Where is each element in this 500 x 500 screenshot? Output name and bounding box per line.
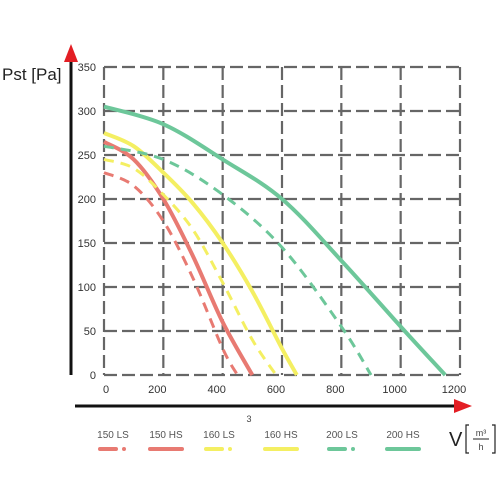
y-tick-label-200: 200 — [78, 194, 96, 206]
y-tick-label-150: 150 — [78, 238, 96, 250]
y-axis-title: Pst [Pa] — [2, 65, 62, 84]
legend-label-200-hs: 200 HS — [386, 430, 420, 441]
legend-label-150-ls: 150 LS — [97, 430, 129, 441]
y-tick-label-50: 50 — [84, 326, 96, 338]
x-axis-title-bracket-left — [465, 424, 469, 454]
series-lines — [102, 104, 447, 377]
x-tick-label-600: 600 — [267, 384, 285, 396]
stray-label: 3 — [246, 414, 251, 424]
x-tick-labels: 0 200 400 600 800 1000 1200 — [103, 384, 466, 396]
x-axis-title-bracket-right — [492, 424, 496, 454]
y-tick-label-350: 350 — [78, 62, 96, 74]
legend-label-160-hs: 160 HS — [264, 430, 298, 441]
x-tick-label-1200: 1200 — [442, 384, 466, 396]
x-axis-title-unit-numerator: m³ — [476, 428, 487, 438]
series-line-160-ls — [103, 157, 278, 376]
legend-swatch-dot-150-ls — [122, 447, 126, 451]
x-tick-label-800: 800 — [326, 384, 344, 396]
series-line-150-hs — [102, 140, 255, 376]
y-tick-labels: 0 50 100 150 200 250 300 350 — [78, 62, 96, 382]
legend: 150 LS 150 HS 160 LS 160 HS 200 LS 200 HS — [97, 430, 421, 451]
grid — [102, 65, 462, 377]
series-line-200-hs — [103, 104, 447, 377]
legend-label-200-ls: 200 LS — [326, 430, 358, 441]
legend-label-150-hs: 150 HS — [149, 430, 183, 441]
y-axis-arrow — [64, 44, 78, 62]
x-axis-title: V m³ h — [449, 424, 496, 454]
series-line-160-hs — [103, 131, 299, 376]
y-tick-label-0: 0 — [90, 370, 96, 382]
y-tick-label-300: 300 — [78, 106, 96, 118]
x-axis-arrow — [454, 399, 472, 413]
y-tick-label-100: 100 — [78, 282, 96, 294]
x-tick-label-400: 400 — [207, 384, 225, 396]
series-line-200-ls — [103, 144, 373, 376]
y-tick-label-250: 250 — [78, 150, 96, 162]
series-line-150-ls — [103, 171, 239, 376]
legend-swatch-dot-200-ls — [351, 447, 355, 451]
legend-label-160-ls: 160 LS — [203, 430, 235, 441]
x-tick-label-1000: 1000 — [382, 384, 406, 396]
x-tick-label-0: 0 — [103, 384, 109, 396]
x-axis-title-symbol: V — [449, 429, 463, 451]
legend-swatch-dot-160-ls — [228, 447, 232, 451]
x-tick-label-200: 200 — [148, 384, 166, 396]
x-axis-title-unit-denominator: h — [478, 442, 483, 452]
